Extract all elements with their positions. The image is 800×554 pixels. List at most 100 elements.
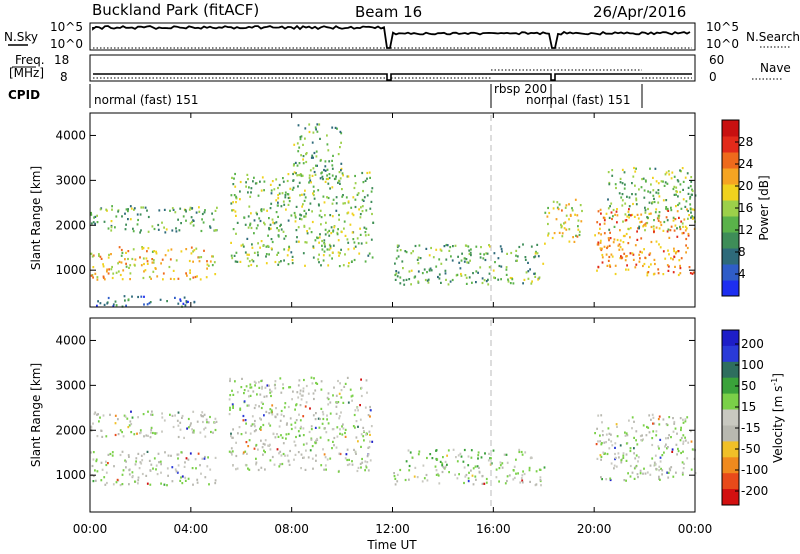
velocity-cell [138,467,141,470]
velocity-cell [342,423,344,426]
power-cell [278,183,281,187]
nsky-tick-bottom: 10^0 [50,37,83,51]
power-cell [675,190,678,193]
power-cell [173,278,176,281]
power-cell [644,223,647,226]
velocity-ytick-label: 1000 [55,468,86,482]
velocity-cell [302,415,305,418]
velocity-cell [671,450,674,453]
power-cell [294,214,297,217]
power-cell [253,232,255,235]
power-cell [647,190,649,193]
power-cell [144,206,147,209]
power-cell [124,212,126,215]
power-cell [571,209,574,212]
power-cell [614,213,616,216]
velocity-cell [241,377,243,380]
power-cell [124,228,127,231]
velocity-cell [614,452,616,456]
power-cell [275,211,278,214]
power-cell [107,227,110,230]
velocity-cell [229,394,232,397]
velocity-scatter [90,376,697,487]
power-cell [467,245,470,248]
power-cell [159,298,162,301]
power-cell [364,179,367,182]
velocity-cell [340,389,343,392]
velocity-cell [633,420,635,423]
velocity-cell [658,465,661,468]
power-cell [641,251,643,254]
velocity-cell [320,464,323,467]
power-cell [352,214,355,217]
velocity-cell [130,431,133,434]
velocity-cell [653,422,656,425]
power-cell [152,261,155,264]
power-cell [283,237,286,240]
power-cell [667,170,670,173]
power-cell [684,205,687,208]
power-ytick-label: 3000 [55,173,86,187]
velocity-cell [167,474,169,477]
power-cell [253,251,256,254]
power-cell [212,218,215,221]
power-cell [435,265,438,268]
velocity-cell [90,451,92,454]
velocity-cell [506,475,509,478]
power-cell [230,202,233,205]
power-cell [304,196,307,199]
velocity-cell [279,450,282,453]
velocity-cell [262,453,264,456]
velocity-cell [105,463,108,467]
power-cell [565,228,568,231]
power-cell [555,218,558,221]
power-cell [480,246,482,249]
power-cell [306,230,308,233]
power-cell [465,282,468,285]
power-cell [630,214,632,217]
power-cell [397,255,400,258]
power-cell [313,170,316,174]
velocity-cell [207,421,210,424]
power-cell [403,283,406,286]
velocity-cell [247,404,250,407]
power-cell [323,239,326,242]
velocity-cell [174,414,176,417]
power-cell [110,268,113,271]
velocity-cell [666,447,668,450]
power-cell [349,223,352,226]
velocity-ytick-label: 3000 [55,378,86,392]
power-cell [646,221,649,225]
power-cell [125,265,128,268]
power-cell [617,244,620,247]
velocity-cell [369,440,371,443]
power-cell [90,222,93,225]
power-cell [167,249,170,252]
power-cell [603,222,606,225]
velocity-cell [528,466,531,469]
velocity-cell [149,483,152,486]
power-cell [609,205,611,208]
power-cell [271,240,274,244]
power-cell [110,226,113,229]
power-cell [463,257,466,260]
velocity-cell [452,448,455,451]
velocity-cell [651,457,654,460]
power-cell [639,221,642,224]
power-cell [634,193,637,196]
power-cell [268,253,270,256]
power-cell [263,208,265,211]
velocity-cell [336,435,339,438]
power-cell [662,250,665,253]
power-cell [638,227,640,230]
power-cell [646,274,649,277]
velocity-cell [336,401,338,404]
velocity-cell [662,418,665,421]
velocity-cell [622,454,625,457]
velocity-cell [658,423,661,426]
power-cell [235,197,238,200]
power-cell [92,254,95,257]
power-cell [468,276,471,279]
power-cell [236,221,239,224]
power-cell [155,252,158,255]
